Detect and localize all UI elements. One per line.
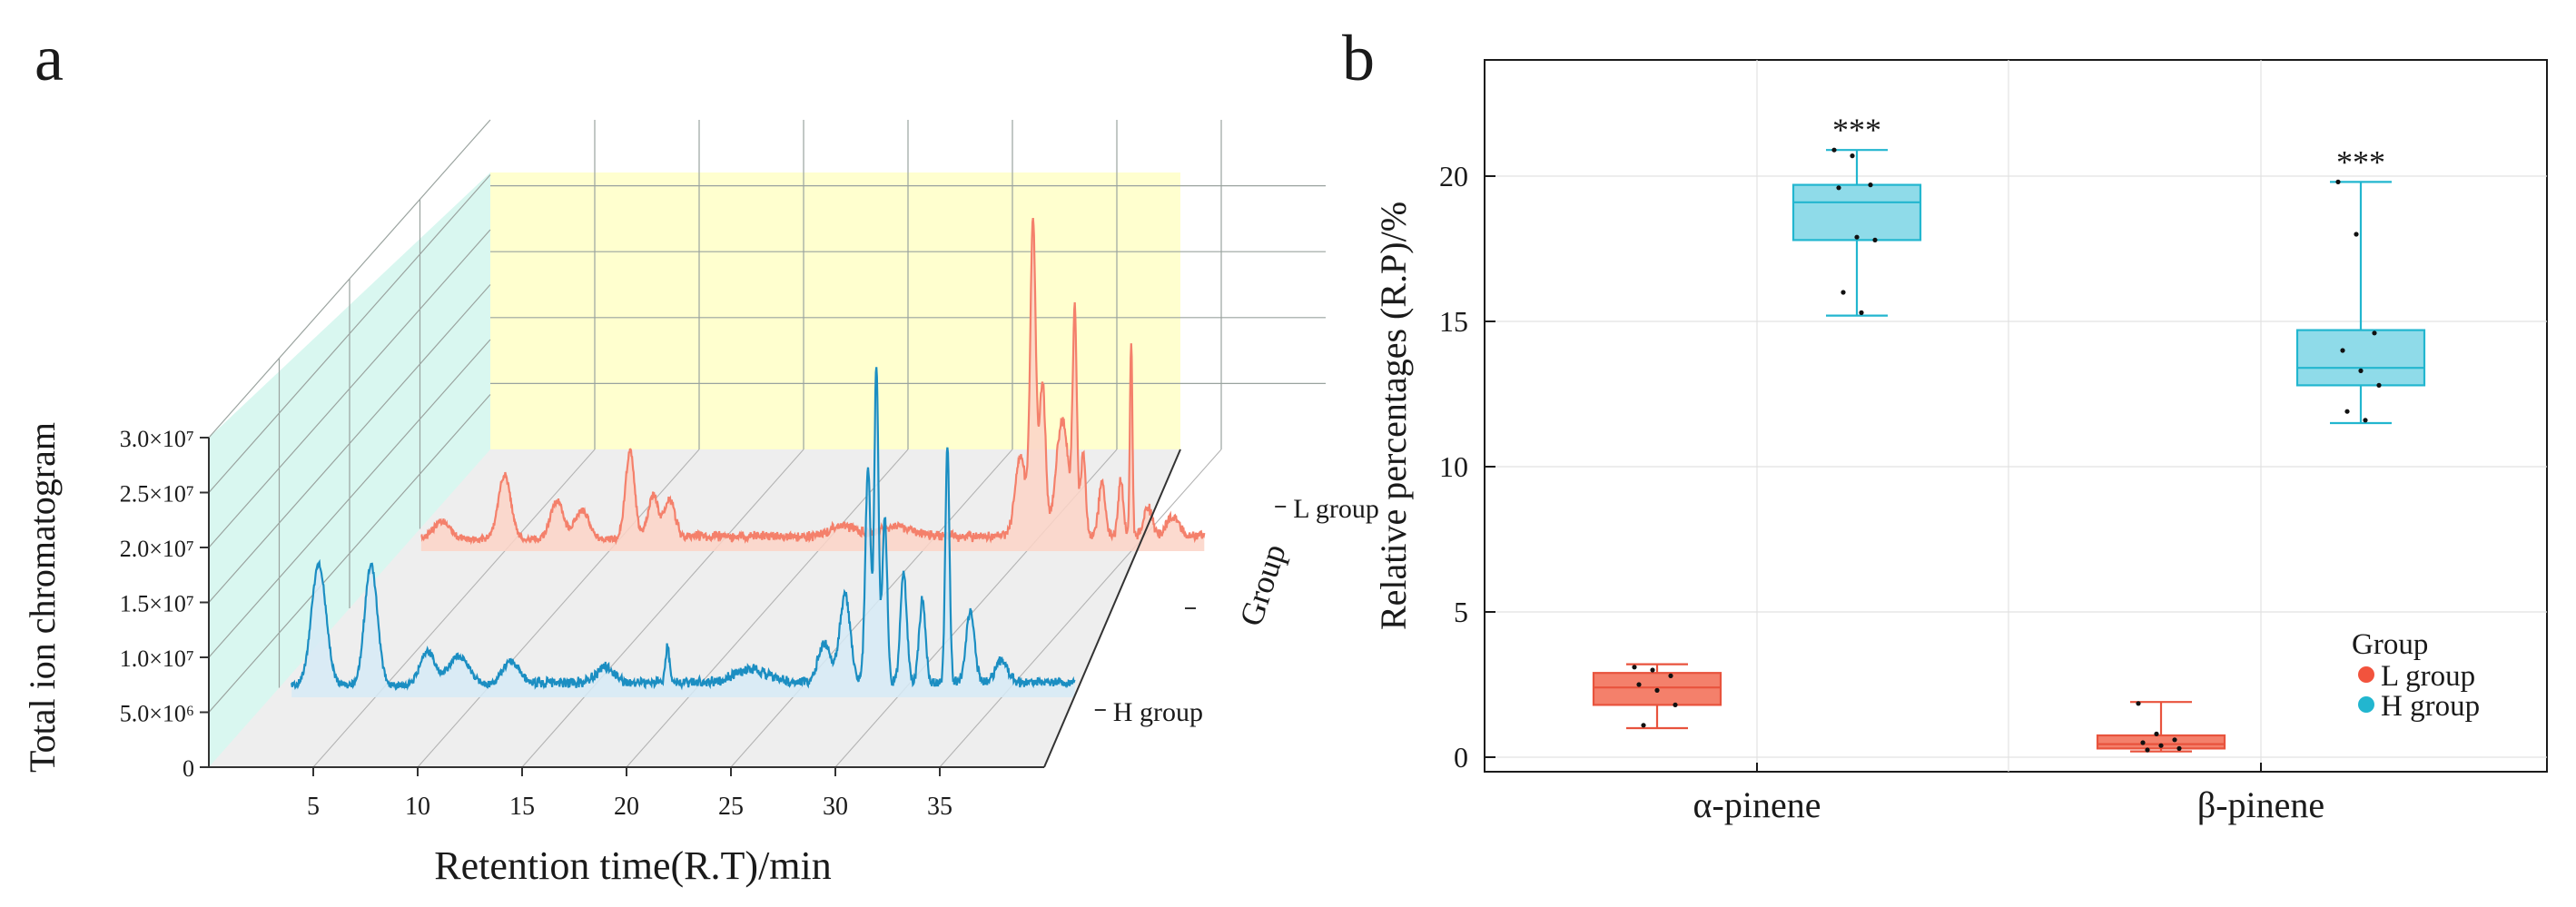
legend: Group L group H group [2352, 628, 2480, 723]
panel-a: a 0 5.0×10⁶ 1.0×10⁷ 1.5×10⁷ 2.0×10⁷ 2.5×10⁷ 3.… [22, 22, 1379, 888]
data-point [2158, 743, 2164, 748]
y-tick-label: 10 [1439, 450, 1468, 483]
data-point [2136, 701, 2141, 706]
data-point [2176, 745, 2182, 752]
y-tick-label: 1.5×10⁷ [120, 591, 194, 617]
y-tick-label: 1.0×10⁷ [120, 646, 194, 672]
data-point [1854, 234, 1860, 240]
x-tick-label: 10 [405, 793, 430, 821]
chromatogram-traces [291, 217, 1206, 697]
box-h-group-alpha: *** [1791, 112, 1922, 317]
data-point [2335, 179, 2341, 184]
box [1791, 183, 1922, 242]
x-tick-label: α-pinene [1693, 784, 1821, 825]
data-point [1636, 682, 1642, 687]
legend-marker-l-group [2358, 666, 2374, 683]
y-tick-label: 3.0×10⁷ [120, 426, 194, 452]
trace-line [291, 367, 1076, 692]
data-point [2372, 330, 2377, 336]
data-point [1868, 182, 1873, 188]
data-point [2340, 348, 2345, 353]
gridlines [1485, 60, 2547, 772]
x-tick-label: 25 [718, 793, 744, 821]
box [2096, 734, 2226, 750]
data-point [1831, 147, 1837, 153]
trace-area [420, 218, 1205, 551]
y-tick-label: 2.0×10⁷ [120, 536, 194, 562]
significance-label: *** [2336, 143, 2385, 180]
box [2295, 329, 2426, 387]
x-axis-ticks: 5 10 15 20 25 30 35 [307, 767, 952, 821]
y-axis-ticks: 0 5.0×10⁶ 1.0×10⁷ 1.5×10⁷ 2.0×10⁷ 2.5×10⁷ 3.0×… [120, 426, 209, 782]
data-point [2172, 737, 2177, 743]
box-plots: *** *** [1592, 112, 2426, 753]
group-axis-title: Group [1232, 539, 1292, 630]
legend-title: Group [2352, 628, 2428, 661]
y-tick-label: 5.0×10⁶ [120, 701, 194, 727]
data-point [1650, 667, 1655, 673]
data-point [2376, 382, 2382, 388]
y-tick-label: 2.5×10⁷ [120, 481, 194, 508]
panel-b-label: b [1342, 22, 1375, 94]
y-tick-label: 5 [1454, 596, 1468, 628]
y-tick-label: 0 [183, 755, 194, 782]
trace-l-group [420, 217, 1206, 551]
y-tick-label: 15 [1439, 305, 1468, 338]
significance-label: *** [1832, 112, 1881, 148]
x-axis-ticks: α-pinene β-pinene [1693, 763, 2324, 825]
plot-frame [1484, 59, 2548, 773]
panel-a-label: a [35, 22, 64, 94]
group-axis-line [1043, 449, 1181, 768]
x-axis-title: Retention time(R.T)/min [434, 843, 832, 888]
panel-b: b 0 5 10 15 20 α-pinene β-pinene *** *** Relat… [1342, 22, 2548, 825]
x-tick-label: 5 [307, 793, 320, 821]
y-tick-label: 0 [1454, 741, 1468, 774]
x-tick-label: 20 [614, 793, 639, 821]
data-point [1841, 290, 1846, 295]
data-point [1836, 185, 1841, 191]
data-point [1641, 723, 1646, 728]
data-point [1859, 310, 1864, 315]
legend-marker-h-group [2358, 696, 2374, 713]
side-wall-gridlines [208, 119, 491, 713]
data-point [2363, 418, 2368, 423]
data-point [1654, 687, 1660, 694]
x-tick-label: 35 [927, 793, 952, 821]
data-point [2145, 747, 2150, 753]
data-point [1872, 237, 1878, 242]
data-point [2354, 232, 2359, 237]
x-tick-label: 30 [823, 793, 848, 821]
trace-line [420, 217, 1206, 546]
back-wall-gridlines [490, 120, 1326, 449]
back-wall [490, 173, 1180, 449]
data-point [2358, 368, 2364, 373]
data-point [2140, 740, 2146, 745]
data-point [1632, 665, 1637, 670]
y-axis-ticks: 0 5 10 15 20 [1439, 160, 1495, 774]
box-l-group-alpha [1592, 663, 1722, 730]
floor-gridline [626, 449, 909, 768]
legend-label-h-group: H group [2381, 690, 2480, 723]
floor-gridline [521, 449, 804, 768]
floor-gridline [312, 449, 596, 768]
legend-label-l-group: L group [2381, 660, 2475, 693]
data-point [2154, 731, 2159, 737]
group-axis-ticks: H group L group [1094, 494, 1379, 727]
floor-gridline [939, 449, 1222, 768]
trace-h-group [291, 367, 1076, 697]
group-tick-label: L group [1293, 494, 1379, 524]
box-l-group-beta [2096, 701, 2226, 753]
x-tick-label: 15 [509, 793, 535, 821]
y-axis-title: Total ion chromatogram [22, 422, 63, 773]
group-tick-label: H group [1113, 697, 1203, 727]
data-point [1850, 153, 1855, 159]
data-point [1673, 702, 1678, 708]
box-h-group-beta: *** [2295, 143, 2426, 425]
y-axis-title: Relative percentages (R.P)/% [1373, 202, 1414, 630]
data-point [2344, 409, 2350, 414]
y-tick-label: 20 [1439, 160, 1468, 192]
x-tick-label: β-pinene [2197, 784, 2324, 825]
data-point [1668, 673, 1673, 679]
trace-area [291, 367, 1075, 697]
